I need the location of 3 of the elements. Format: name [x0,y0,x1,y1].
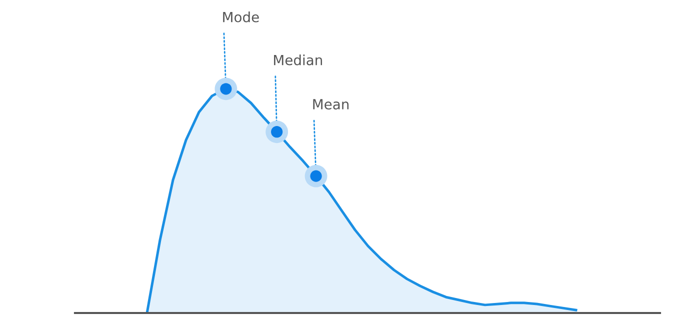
text: Mode [223,12,259,22]
text: Median [274,54,322,66]
annotation: Mean [313,99,349,110]
